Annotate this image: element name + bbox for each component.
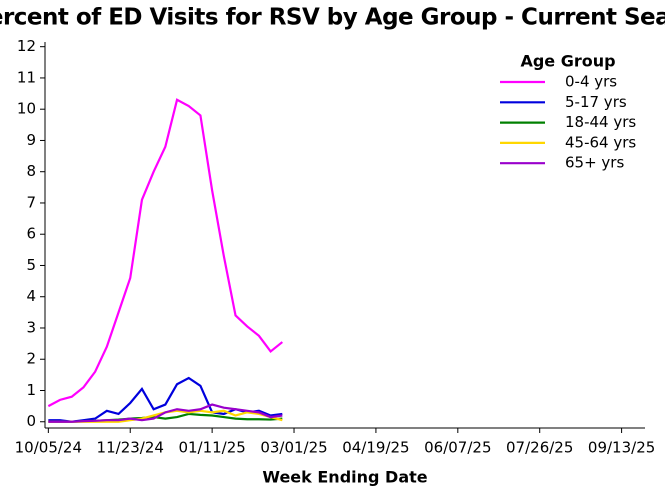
x-tick-label: 04/19/25 xyxy=(342,439,409,457)
y-tick-label: 12 xyxy=(17,37,36,55)
x-tick-label: 10/05/24 xyxy=(15,439,82,457)
x-tick-label: 01/11/25 xyxy=(178,439,245,457)
legend-label: 18-44 yrs xyxy=(565,113,636,131)
legend-title: Age Group xyxy=(520,52,615,71)
x-tick-label: 03/01/25 xyxy=(260,439,327,457)
series-line xyxy=(48,376,283,423)
series-line xyxy=(47,98,284,408)
y-tick-label: 5 xyxy=(26,256,36,274)
chart-title: Percent of ED Visits for RSV by Age Grou… xyxy=(0,5,665,31)
x-tick-label: 07/26/25 xyxy=(506,439,573,457)
x-tick-label: 06/07/25 xyxy=(424,439,491,457)
y-tick-label: 7 xyxy=(26,193,36,211)
y-tick-label: 6 xyxy=(26,225,36,243)
y-tick-label: 1 xyxy=(26,381,36,399)
x-tick-label: 11/23/24 xyxy=(97,439,164,457)
y-tick-label: 9 xyxy=(26,131,36,149)
series-line xyxy=(48,403,283,423)
legend-label: 45-64 yrs xyxy=(565,133,636,151)
y-tick-label: 4 xyxy=(26,287,36,305)
y-tick-label: 11 xyxy=(17,68,36,86)
y-tick-label: 3 xyxy=(26,318,36,336)
x-tick-label: 09/13/25 xyxy=(588,439,655,457)
y-tick-label: 10 xyxy=(17,100,36,118)
y-tick-label: 0 xyxy=(26,412,36,430)
x-axis-title: Week Ending Date xyxy=(262,468,427,487)
legend-label: 0-4 yrs xyxy=(565,73,617,91)
legend-label: 5-17 yrs xyxy=(565,93,627,111)
legend-label: 65+ yrs xyxy=(565,154,624,172)
y-tick-label: 8 xyxy=(26,162,36,180)
y-tick-label: 2 xyxy=(26,350,36,368)
